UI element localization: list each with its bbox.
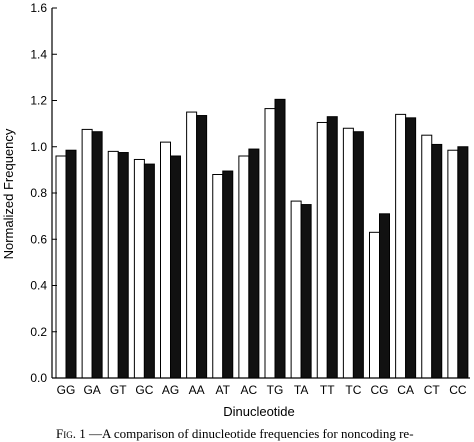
bar-series1-cg	[369, 231, 380, 379]
bar-series2-ta	[300, 204, 312, 379]
bar-series1-gt	[107, 150, 119, 379]
bar-series1-gc	[133, 158, 145, 379]
bar-series1-gg	[55, 155, 67, 379]
bar-series2-at	[222, 170, 234, 379]
x-tick-label-tc: TC	[345, 383, 361, 397]
x-tick-label-ga: GA	[83, 383, 100, 397]
bar-series1-ct	[421, 134, 433, 379]
x-tick-label-cc: CC	[449, 383, 467, 397]
x-axis-ticks: GG GA GT GC AG AA AT AC TG TA TT TC CG CA CT CC	[57, 383, 467, 397]
bar-series2-gc	[143, 163, 155, 379]
bar-series1-at	[212, 174, 224, 379]
y-tick-label: 0.2	[30, 325, 47, 339]
bar-series2-tt	[326, 116, 338, 379]
bar-series1-cc	[447, 149, 459, 379]
bar-series2-aa	[196, 115, 208, 379]
bar-series1-ag	[160, 141, 171, 379]
bar-series2-gg	[65, 149, 77, 379]
x-tick-label-tt: TT	[320, 383, 335, 397]
bar-series1-tg	[264, 108, 276, 379]
x-tick-label-ta: TA	[294, 383, 308, 397]
y-tick-label: 0.8	[30, 186, 47, 200]
x-tick-label-ca: CA	[397, 383, 414, 397]
y-tick-label: 0.4	[30, 279, 47, 293]
bar-series1-tt	[316, 121, 328, 379]
bar-series2-ct	[431, 143, 443, 379]
y-tick-label: 0.6	[30, 232, 47, 246]
bar-series2-ac	[248, 148, 260, 379]
y-axis-ticks: 0.0 0.2 0.4 0.6 0.8 1.0 1.2 1.4 1.6	[30, 1, 57, 385]
x-tick-label-cg: CG	[371, 383, 389, 397]
bar-series2-tg	[274, 98, 286, 379]
bar-series1-tc	[342, 127, 354, 379]
bar-series2-tc	[352, 131, 364, 379]
y-tick-label: 0.0	[30, 371, 47, 385]
y-axis-title: Normalized Frequency	[1, 128, 16, 259]
bar-series1-ga	[81, 128, 93, 379]
bar-series1-ca	[395, 113, 407, 379]
y-tick-label: 1.6	[30, 1, 47, 15]
x-tick-label-at: AT	[216, 383, 231, 397]
x-tick-label-aa: AA	[189, 383, 205, 397]
x-tick-label-gt: GT	[110, 383, 127, 397]
x-tick-label-ct: CT	[424, 383, 441, 397]
bar-series1-ac	[238, 155, 250, 379]
figure-caption: Fig. 1 —A comparison of dinucleotide fre…	[56, 426, 474, 442]
y-tick-label: 1.4	[30, 47, 47, 61]
y-tick-label: 1.0	[30, 140, 47, 154]
bar-series2-ag	[170, 155, 181, 379]
x-axis-title: Dinucleotide	[223, 404, 295, 419]
x-tick-label-ac: AC	[241, 383, 258, 397]
x-tick-label-gc: GC	[135, 383, 153, 397]
bar-series2-ca	[405, 117, 417, 379]
bar-series2-cc	[457, 146, 469, 379]
y-tick-label: 1.2	[30, 94, 47, 108]
figure-label: Fig. 1	[56, 426, 86, 441]
bar-series2-gt	[117, 152, 129, 379]
x-tick-label-ag: AG	[162, 383, 179, 397]
bars-group	[55, 98, 469, 379]
caption-text: —A comparison of dinucleotide frequencie…	[88, 426, 414, 441]
bar-chart: 0.0 0.2 0.4 0.6 0.8 1.0 1.2 1.4 1.6 GG GA GT GC AG AA…	[1, 1, 470, 419]
x-tick-label-tg: TG	[267, 383, 284, 397]
x-tick-label-gg: GG	[57, 383, 76, 397]
bar-series1-aa	[186, 111, 198, 379]
bar-series2-cg	[379, 213, 390, 379]
bar-series2-ga	[91, 131, 103, 379]
bar-series1-ta	[290, 200, 302, 379]
